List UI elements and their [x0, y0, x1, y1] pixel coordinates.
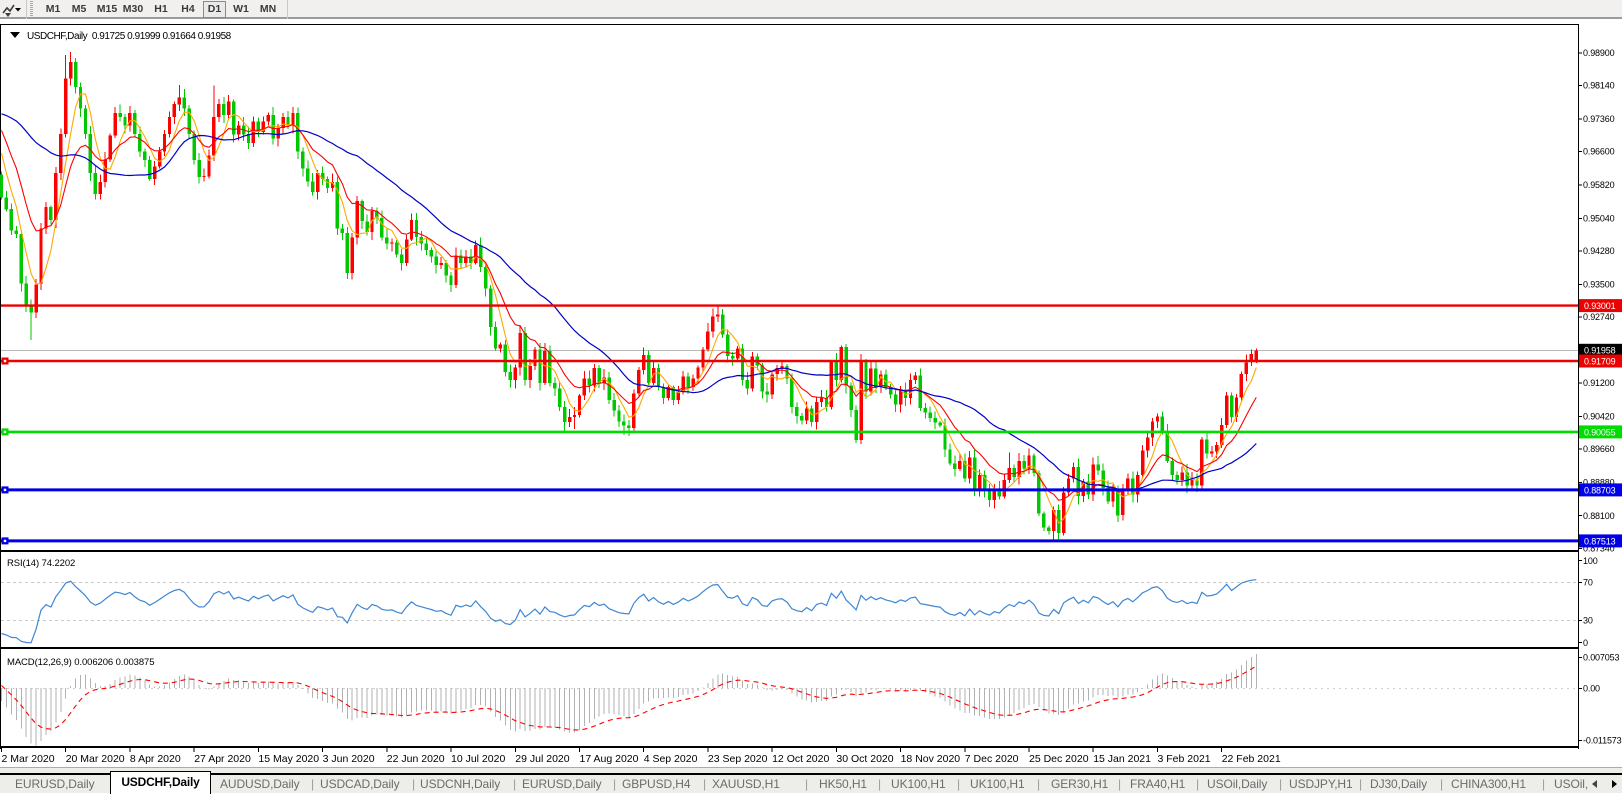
svg-text:MACD(12,26,9) 0.006206 0.00387: MACD(12,26,9) 0.006206 0.003875	[7, 657, 154, 668]
svg-text:0: 0	[1583, 638, 1588, 648]
svg-text:30 Oct 2020: 30 Oct 2020	[836, 753, 893, 765]
svg-text:15 Jan 2021: 15 Jan 2021	[1093, 753, 1151, 765]
svg-text:0.00: 0.00	[1583, 684, 1600, 694]
svg-text:2 Mar 2020: 2 Mar 2020	[2, 753, 55, 765]
svg-text:0.88880: 0.88880	[1583, 478, 1615, 488]
svg-text:0.98900: 0.98900	[1583, 48, 1615, 58]
svg-text:0.94280: 0.94280	[1583, 246, 1615, 256]
svg-text:0.88100: 0.88100	[1583, 511, 1615, 521]
svg-text:20 Mar 2020: 20 Mar 2020	[66, 753, 125, 765]
svg-text:8 Apr 2020: 8 Apr 2020	[130, 753, 181, 765]
svg-text:0.89660: 0.89660	[1583, 444, 1615, 454]
svg-text:10 Jul 2020: 10 Jul 2020	[451, 753, 505, 765]
svg-text:0.87513: 0.87513	[1584, 536, 1616, 546]
svg-text:0.87340: 0.87340	[1583, 544, 1615, 554]
svg-text:3 Jun 2020: 3 Jun 2020	[323, 753, 375, 765]
svg-text:0.93500: 0.93500	[1583, 280, 1615, 290]
svg-text:7 Dec 2020: 7 Dec 2020	[965, 753, 1019, 765]
svg-text:27 Apr 2020: 27 Apr 2020	[194, 753, 251, 765]
svg-text:0.88703: 0.88703	[1584, 485, 1616, 495]
svg-text:22 Feb 2021: 22 Feb 2021	[1222, 753, 1281, 765]
svg-text:0.97360: 0.97360	[1583, 114, 1615, 124]
svg-text:-0.011573: -0.011573	[1583, 736, 1622, 746]
svg-text:0.93001: 0.93001	[1584, 301, 1616, 311]
svg-text:0.95820: 0.95820	[1583, 180, 1615, 190]
svg-text:0.007053: 0.007053	[1583, 653, 1619, 663]
svg-text:USDCHF,Daily 0.91725 0.91999: USDCHF,Daily 0.91725 0.91999 0.91664 0.9…	[27, 31, 232, 42]
svg-text:0.91958: 0.91958	[1584, 346, 1616, 356]
svg-text:15 May 2020: 15 May 2020	[258, 753, 319, 765]
svg-text:4 Sep 2020: 4 Sep 2020	[644, 753, 698, 765]
svg-text:17 Aug 2020: 17 Aug 2020	[580, 753, 639, 765]
svg-text:25 Dec 2020: 25 Dec 2020	[1029, 753, 1089, 765]
svg-text:30: 30	[1583, 616, 1593, 626]
svg-text:70: 70	[1583, 578, 1593, 588]
svg-text:18 Nov 2020: 18 Nov 2020	[901, 753, 961, 765]
svg-text:29 Jul 2020: 29 Jul 2020	[515, 753, 569, 765]
svg-text:100: 100	[1583, 556, 1598, 566]
svg-text:0.96600: 0.96600	[1583, 147, 1615, 157]
svg-text:0.92740: 0.92740	[1583, 312, 1615, 322]
svg-text:23 Sep 2020: 23 Sep 2020	[708, 753, 768, 765]
svg-text:0.90420: 0.90420	[1583, 412, 1615, 422]
svg-text:0.91200: 0.91200	[1583, 378, 1615, 388]
svg-text:0.91709: 0.91709	[1584, 356, 1616, 366]
svg-text:22 Jun 2020: 22 Jun 2020	[387, 753, 445, 765]
svg-text:RSI(14) 74.2202: RSI(14) 74.2202	[7, 558, 75, 569]
svg-text:3 Feb 2021: 3 Feb 2021	[1158, 753, 1211, 765]
svg-text:0.90055: 0.90055	[1584, 427, 1616, 437]
svg-text:0.95040: 0.95040	[1583, 214, 1615, 224]
svg-text:0.98140: 0.98140	[1583, 81, 1615, 91]
svg-text:12 Oct 2020: 12 Oct 2020	[772, 753, 829, 765]
